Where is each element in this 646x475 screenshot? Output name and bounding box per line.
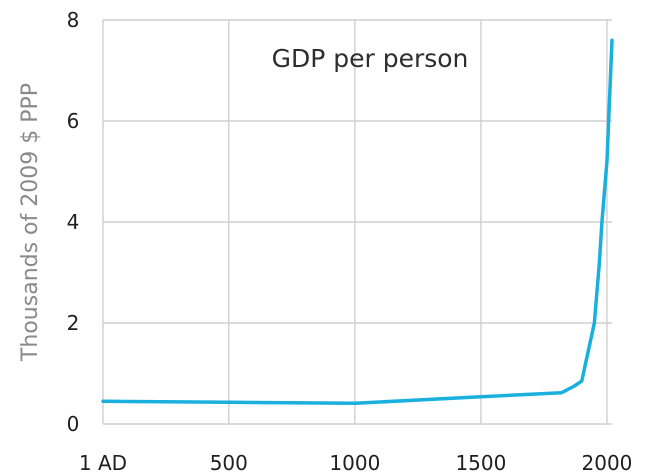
x-tick-label-0: 1 AD (79, 451, 127, 475)
grid (102, 19, 612, 425)
y-tick-label-3: 6 (67, 109, 80, 133)
y-tick-label-4: 8 (67, 8, 80, 32)
x-tick-label-1: 500 (210, 451, 248, 475)
y-tick-label-1: 2 (67, 311, 80, 335)
y-axis-ticks: 0 2 4 6 8 (67, 8, 80, 436)
x-axis-ticks: 1 AD 500 1000 1500 2000 (79, 451, 632, 475)
y-tick-label-2: 4 (67, 210, 80, 234)
x-tick-label-4: 2000 (582, 451, 633, 475)
x-tick-label-3: 1500 (455, 451, 506, 475)
gdp-series-line (101, 38, 614, 406)
y-axis-title: Thousands of 2009 $ PPP (18, 83, 43, 362)
chart-title: GDP per person (272, 44, 469, 73)
y-tick-label-0: 0 (67, 412, 80, 436)
x-tick-label-2: 1000 (329, 451, 380, 475)
